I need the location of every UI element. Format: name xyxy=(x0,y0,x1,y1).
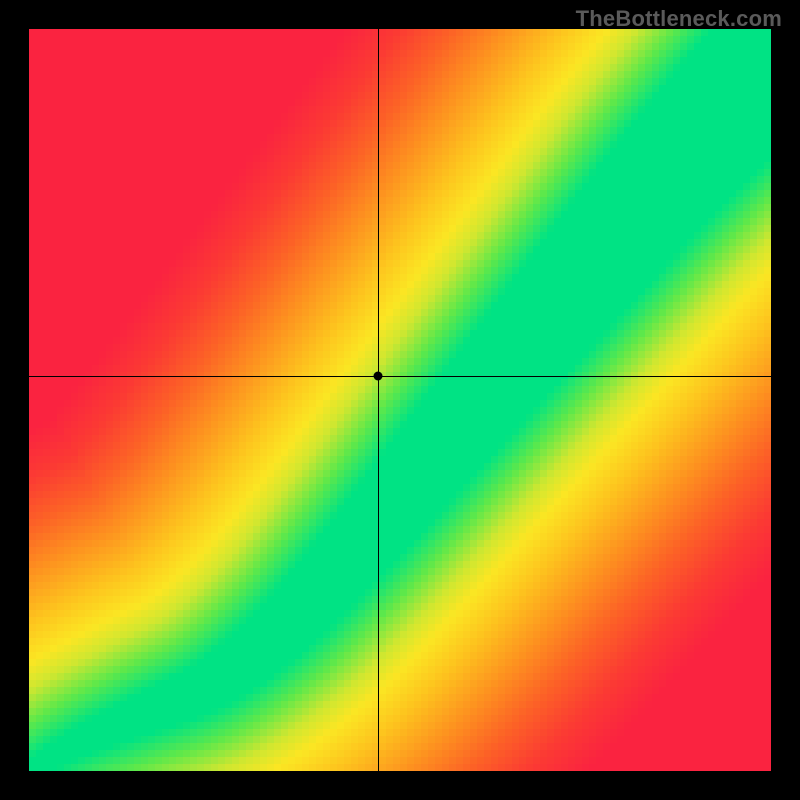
chart-container: TheBottleneck.com xyxy=(0,0,800,800)
bottleneck-heatmap xyxy=(29,29,771,771)
crosshair-vertical xyxy=(378,29,379,771)
watermark-label: TheBottleneck.com xyxy=(576,6,782,32)
crosshair-horizontal xyxy=(29,376,771,377)
selection-marker xyxy=(373,372,382,381)
plot-area xyxy=(29,29,771,771)
